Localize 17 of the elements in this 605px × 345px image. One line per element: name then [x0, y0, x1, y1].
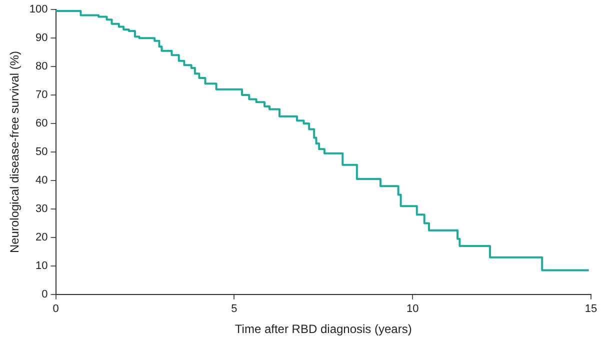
y-tick-label: 90	[36, 32, 48, 44]
y-tick-label: 40	[36, 174, 48, 187]
x-tick-label: 10	[406, 303, 419, 316]
y-tick-label: 10	[36, 260, 48, 272]
x-tick-label: 5	[231, 303, 238, 316]
y-tick-label: 50	[36, 146, 48, 158]
y-tick-label: 80	[36, 60, 48, 73]
x-tick-label: 0	[52, 303, 59, 316]
y-tick-label: 30	[36, 202, 48, 215]
y-axis-title: Neurological disease-free survival (%)	[8, 50, 22, 254]
y-tick-label: 70	[36, 89, 48, 102]
y-tick-label: 0	[42, 288, 48, 300]
y-tick-label: 20	[36, 231, 48, 244]
x-axis-title: Time after RBD diagnosis (years)	[234, 322, 412, 336]
x-tick-label: 15	[584, 303, 598, 316]
y-tick-label: 60	[36, 118, 48, 130]
y-tick-label: 100	[29, 4, 48, 16]
